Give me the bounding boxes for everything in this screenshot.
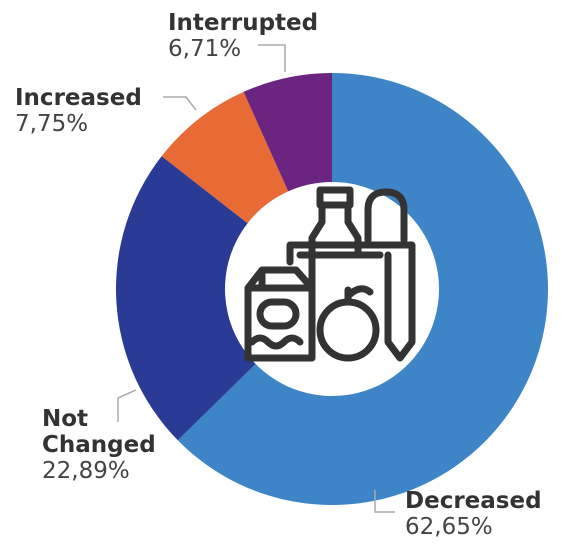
leader-line	[374, 490, 395, 513]
bag	[286, 241, 416, 362]
apple	[316, 298, 380, 362]
label-group: Increased 7,75%	[15, 85, 142, 137]
category-label: Increased	[15, 85, 142, 111]
carton	[244, 266, 316, 362]
value-label: 6,71%	[168, 36, 242, 62]
value-label: 22,89%	[42, 458, 130, 484]
category-label: Interrupted	[168, 10, 319, 36]
leader-line	[117, 389, 137, 422]
label-group: Not Changed 22,89%	[42, 406, 172, 484]
label-group: Decreased 62,65%	[405, 488, 542, 540]
slice	[116, 156, 256, 441]
apple-stem	[344, 285, 374, 306]
value-label: 62,65%	[405, 514, 493, 540]
label-group: Interrupted 6,71%	[168, 10, 318, 62]
slice	[243, 73, 332, 192]
slices	[116, 73, 548, 505]
leader-line	[163, 96, 197, 111]
category-label: Not Changed	[42, 406, 156, 458]
slice	[161, 91, 289, 224]
value-label: 7,75%	[15, 111, 89, 137]
leader-line	[258, 44, 286, 72]
slice	[177, 73, 548, 505]
bread	[364, 188, 408, 244]
carton-label	[256, 298, 300, 330]
category-label: Decreased	[405, 488, 542, 514]
grocery-icon	[244, 186, 416, 362]
carton-wave	[248, 334, 304, 350]
